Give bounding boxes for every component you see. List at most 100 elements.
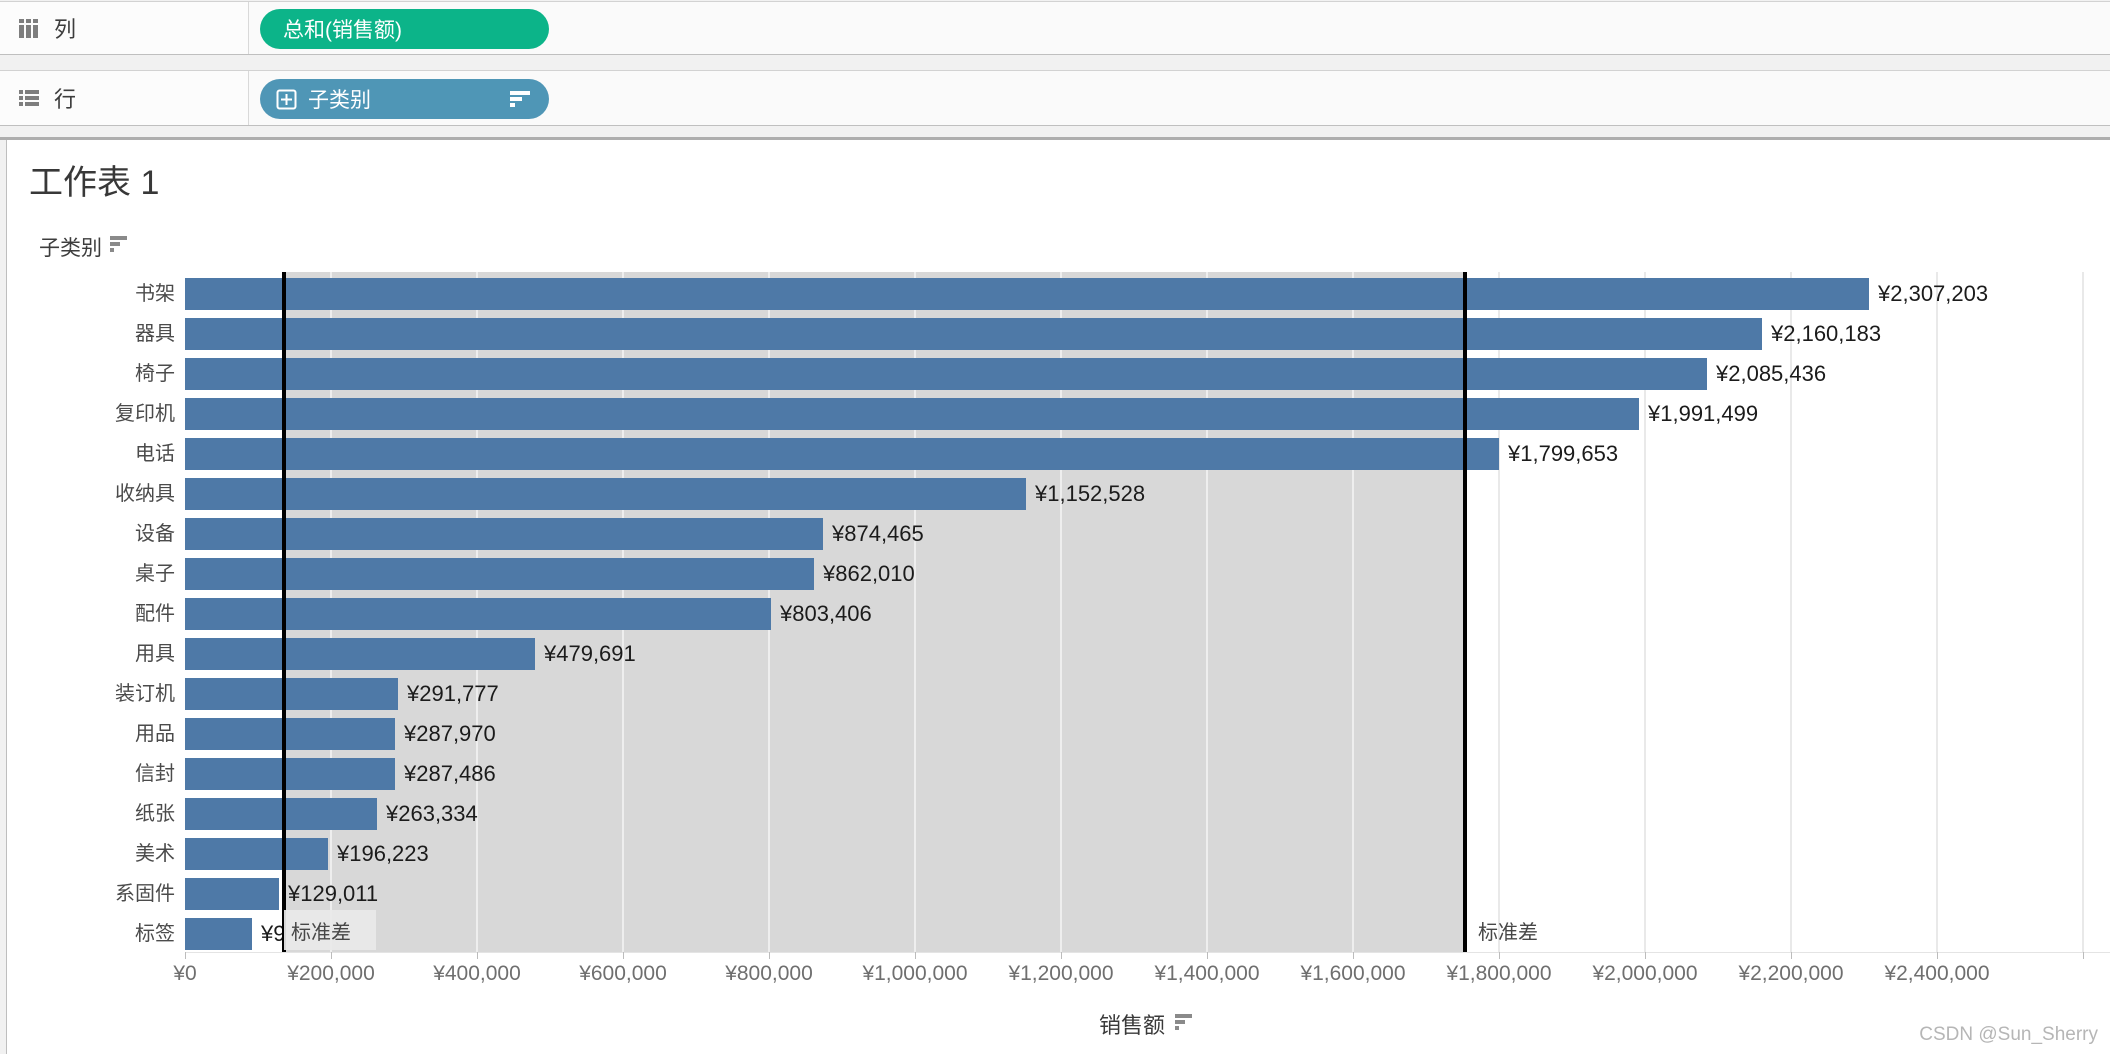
value-label: ¥287,970 [404,721,496,746]
bar[interactable] [185,758,395,790]
category-label[interactable]: 配件 [135,603,175,625]
bar[interactable] [185,558,814,590]
axis-tick-label: ¥1,000,000 [862,962,968,985]
pill-subcategory[interactable]: 子类别 [260,79,549,119]
value-label: ¥129,011 [288,881,379,906]
gridline [1352,272,1354,952]
bar[interactable] [185,358,1707,390]
value-label: ¥803,406 [780,601,872,626]
bar[interactable] [185,798,377,830]
gridline [1060,272,1062,952]
axis-tick-label: ¥2,200,000 [1738,962,1844,985]
pill-subcategory-label: 子类别 [308,89,371,112]
value-label: ¥291,777 [407,681,499,706]
columns-shelf[interactable]: 列 总和(销售额) [0,1,2110,55]
expand-plus-icon[interactable] [276,89,297,110]
rows-shelf-label: 行 [54,87,77,112]
rows-shelf[interactable]: 行 子类别 [0,70,2110,126]
bar[interactable] [185,318,1762,350]
value-label: ¥263,334 [386,801,478,826]
bar[interactable] [185,718,395,750]
axis-tick-label: ¥1,800,000 [1446,962,1552,985]
sheet-title: 工作表 1 [29,164,160,202]
bar[interactable] [185,398,1639,430]
value-label: ¥2,085,436 [1716,361,1827,386]
value-label: ¥287,486 [404,761,496,786]
value-label: ¥479,691 [544,641,636,666]
gridline [1936,272,1938,952]
bar[interactable] [185,278,1869,310]
axis-tick [477,952,478,959]
axis-tick-label: ¥200,000 [287,962,375,985]
gridline [1644,272,1646,952]
axis-tick-label: ¥0 [173,962,197,985]
std-dev-reference-line [1463,272,1467,952]
value-label: ¥196,223 [337,841,429,866]
category-label[interactable]: 设备 [135,523,175,545]
category-label[interactable]: 桌子 [135,563,175,585]
category-label[interactable]: 纸张 [135,803,175,825]
category-label[interactable]: 用品 [135,723,175,745]
value-label: ¥2,160,183 [1771,321,1882,346]
columns-shelf-label-box: 列 [0,2,249,54]
category-label[interactable]: 书架 [135,283,175,305]
category-label[interactable]: 用具 [135,643,175,665]
rows-shelf-label-box: 行 [0,71,249,125]
bar[interactable] [185,918,252,950]
gridline [1206,272,1208,952]
pill-sum-sales-label: 总和(销售额) [283,19,402,42]
columns-icon [17,16,41,40]
header-sort-descending-icon[interactable] [110,235,132,259]
axis-tick [1061,952,1062,959]
axis-tick [1207,952,1208,959]
bar[interactable] [185,598,771,630]
value-label: ¥2,307,203 [1878,281,1989,306]
axis-tick [769,952,770,959]
axis-tick [1499,952,1500,959]
axis-tick-label: ¥800,000 [725,962,813,985]
bar[interactable] [185,638,535,670]
bar[interactable] [185,678,398,710]
columns-shelf-label: 列 [54,17,77,42]
pill-sum-sales[interactable]: 总和(销售额) [260,9,549,49]
category-label[interactable]: 椅子 [135,363,175,385]
bar-chart-plot-area: ¥2,307,203 ¥2,160,183 ¥2,085,436 ¥1,991,499… [185,272,2110,953]
axis-title-wrap: 销售额 [185,1008,2110,1040]
category-label[interactable]: 信封 [135,763,175,785]
axis-title: 销售额 [1098,1013,1165,1038]
value-label: ¥874,465 [832,521,924,546]
bar[interactable] [185,438,1499,470]
category-label[interactable]: 系固件 [115,883,175,905]
axis-tick [1645,952,1646,959]
value-label: ¥9 [261,921,286,946]
bar[interactable] [185,838,328,870]
bar[interactable] [185,878,279,910]
row-field-header[interactable]: 子类别 [39,232,132,262]
std-dev-band-label-right: 标准差 [1478,921,1538,944]
axis-sort-descending-icon[interactable] [1175,1011,1197,1037]
value-label: ¥862,010 [823,561,915,586]
category-label[interactable]: 器具 [135,323,175,345]
category-label[interactable]: 复印机 [115,403,175,425]
worksheet-top-border [0,137,2110,140]
axis-tick [185,952,186,959]
bar[interactable] [185,518,823,550]
category-label[interactable]: 装订机 [115,683,175,705]
axis-tick [915,952,916,959]
axis-tick-label: ¥600,000 [579,962,667,985]
axis-tick [1791,952,1792,959]
axis-tick [1937,952,1938,959]
value-label: ¥1,991,499 [1648,401,1759,426]
category-label[interactable]: 收纳具 [115,483,175,505]
gridline [1790,272,1792,952]
sort-descending-icon[interactable] [507,89,533,109]
axis-tick [1353,952,1354,959]
value-label: ¥1,152,528 [1035,481,1146,506]
category-label[interactable]: 标签 [135,923,175,945]
category-label[interactable]: 美术 [135,843,175,865]
axis-tick-label: ¥1,200,000 [1008,962,1114,985]
gridline [1498,272,1500,952]
bar[interactable] [185,478,1026,510]
category-label[interactable]: 电话 [135,443,175,465]
